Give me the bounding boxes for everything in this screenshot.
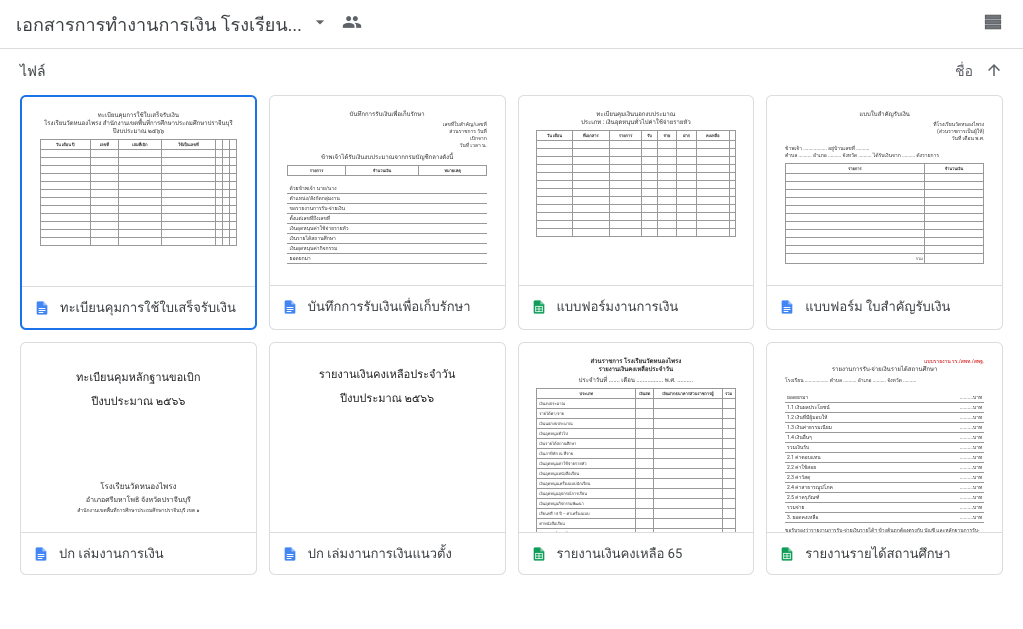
file-footer: ปก เล่มงานการเงิน — [21, 533, 256, 574]
file-card[interactable]: ทะเบียนคุมหลักฐานขอเบิกปีงบประมาณ ๒๕๖๖โร… — [20, 342, 257, 575]
file-name: แบบฟอร์มงานการเงิน — [557, 296, 679, 317]
file-footer: รายงานรายได้สถานศึกษา — [767, 533, 1002, 574]
file-thumbnail: ทะเบียนคุมเงินนอกงบประมาณประเภท : เงินอุ… — [519, 96, 754, 286]
file-name: รายงานเงินคงเหลือ 65 — [557, 543, 683, 564]
sheets-icon — [531, 299, 547, 315]
docs-icon — [34, 300, 50, 316]
file-card[interactable]: ทะเบียนคุมการใช้ใบเสร็จรับเงินโรงเรียนวั… — [20, 95, 257, 330]
subheader: ไฟล์ ชื่อ — [0, 49, 1023, 95]
sort-arrow-up-icon[interactable] — [985, 61, 1003, 83]
file-footer: แบบฟอร์มงานการเงิน — [519, 286, 754, 327]
file-footer: แบบฟอร์ม ใบสำคัญรับเงิน — [767, 286, 1002, 327]
sheets-icon — [779, 546, 795, 562]
folder-dropdown-icon[interactable] — [310, 12, 330, 36]
file-thumbnail: บันทึกการรับเงินเพื่อเก็บรักษาเลขที่ใบสำ… — [270, 96, 505, 286]
file-grid: ทะเบียนคุมการใช้ใบเสร็จรับเงินโรงเรียนวั… — [0, 95, 1023, 595]
docs-icon — [282, 299, 298, 315]
file-thumbnail: รายงานเงินคงเหลือประจำวันปีงบประมาณ ๒๕๖๖ — [270, 343, 505, 533]
sheets-icon — [531, 546, 547, 562]
file-card[interactable]: ทะเบียนคุมเงินนอกงบประมาณประเภท : เงินอุ… — [518, 95, 755, 330]
file-card[interactable]: แบบใบสำคัญรับเงินที่โรงเรียนวัดหนองไพรง(… — [766, 95, 1003, 330]
file-thumbnail: ส่วนราชการ โรงเรียนวัดหนองไพรงรายงานเงิน… — [519, 343, 754, 533]
files-label: ไฟล์ — [20, 61, 46, 83]
file-card[interactable]: แบบรายงาน รร./สพท./สพฐ.รายงานการรับ-จ่าย… — [766, 342, 1003, 575]
sort-label[interactable]: ชื่อ — [955, 61, 973, 83]
file-footer: ปก เล่มงานการเงินแนวตั้ง — [270, 533, 505, 574]
header: เอกสารการทำงานการเงิน โรงเรียน... — [0, 0, 1023, 49]
docs-icon — [282, 546, 298, 562]
file-name: ทะเบียนคุมการใช้ใบเสร็จรับเงิน — [60, 297, 236, 318]
file-footer: บันทึกการรับเงินเพื่อเก็บรักษา — [270, 286, 505, 327]
file-card[interactable]: ส่วนราชการ โรงเรียนวัดหนองไพรงรายงานเงิน… — [518, 342, 755, 575]
file-thumbnail: แบบรายงาน รร./สพท./สพฐ.รายงานการรับ-จ่าย… — [767, 343, 1002, 533]
file-thumbnail: แบบใบสำคัญรับเงินที่โรงเรียนวัดหนองไพรง(… — [767, 96, 1002, 286]
file-name: แบบฟอร์ม ใบสำคัญรับเงิน — [805, 296, 950, 317]
share-icon[interactable] — [342, 12, 362, 36]
file-card[interactable]: บันทึกการรับเงินเพื่อเก็บรักษาเลขที่ใบสำ… — [269, 95, 506, 330]
file-thumbnail: ทะเบียนคุมหลักฐานขอเบิกปีงบประมาณ ๒๕๖๖โร… — [21, 343, 256, 533]
file-footer: รายงานเงินคงเหลือ 65 — [519, 533, 754, 574]
docs-icon — [779, 299, 795, 315]
file-name: บันทึกการรับเงินเพื่อเก็บรักษา — [308, 296, 471, 317]
file-name: รายงานรายได้สถานศึกษา — [805, 543, 950, 564]
file-name: ปก เล่มงานการเงินแนวตั้ง — [308, 543, 452, 564]
file-name: ปก เล่มงานการเงิน — [59, 543, 164, 564]
docs-icon — [33, 546, 49, 562]
list-view-icon[interactable] — [979, 8, 1007, 40]
file-card[interactable]: รายงานเงินคงเหลือประจำวันปีงบประมาณ ๒๕๖๖… — [269, 342, 506, 575]
file-thumbnail: ทะเบียนคุมการใช้ใบเสร็จรับเงินโรงเรียนวั… — [22, 97, 255, 287]
file-footer: ทะเบียนคุมการใช้ใบเสร็จรับเงิน — [22, 287, 255, 328]
folder-title[interactable]: เอกสารการทำงานการเงิน โรงเรียน... — [16, 10, 302, 39]
